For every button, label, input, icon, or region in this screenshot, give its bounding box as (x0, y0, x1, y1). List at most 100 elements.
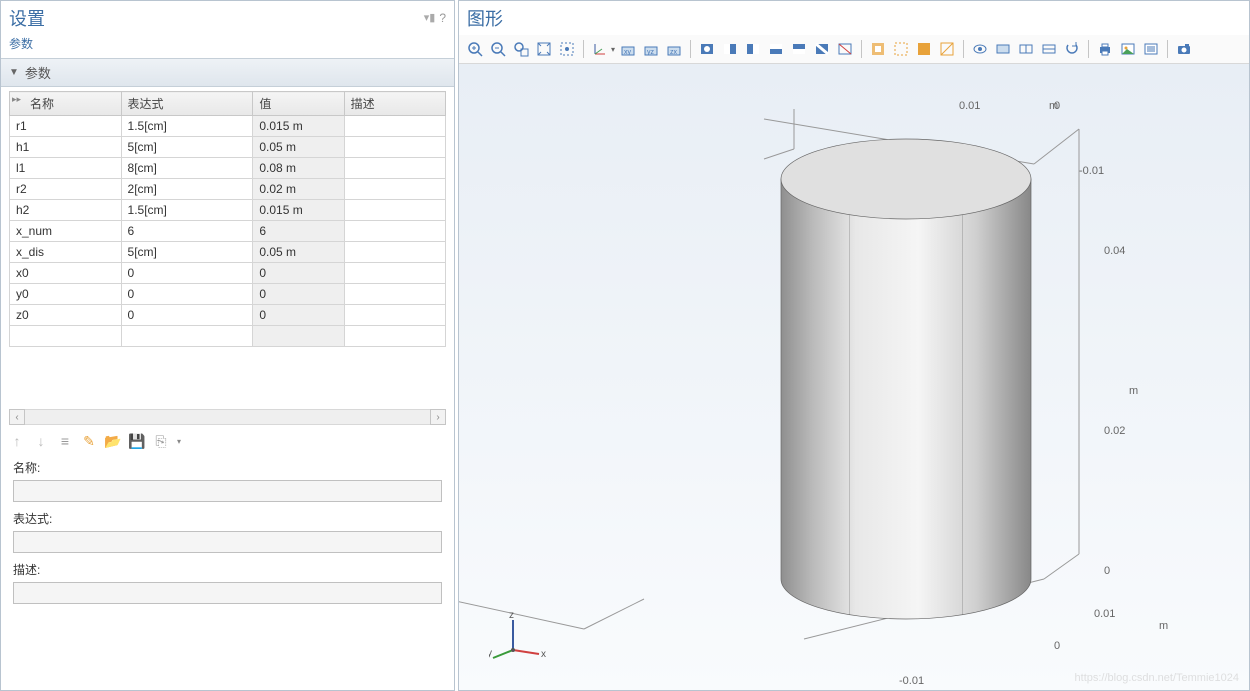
cell-expr[interactable]: 0 (121, 263, 253, 284)
table-row[interactable]: x_dis5[cm]0.05 m (10, 242, 446, 263)
cell-expr[interactable]: 0 (121, 305, 253, 326)
pin-icon[interactable]: ▾▮ (424, 11, 436, 25)
cell-name[interactable]: z0 (10, 305, 122, 326)
light1-icon[interactable] (720, 39, 740, 59)
select-none-icon[interactable] (937, 39, 957, 59)
table-row[interactable]: l18[cm]0.08 m (10, 158, 446, 179)
cell-name[interactable]: h1 (10, 137, 122, 158)
cell-val[interactable]: 0 (253, 284, 344, 305)
table-row[interactable]: h15[cm]0.05 m (10, 137, 446, 158)
scroll-right-icon[interactable]: › (430, 409, 446, 425)
zoom-box-icon[interactable] (511, 39, 531, 59)
light2-icon[interactable] (743, 39, 763, 59)
scroll-left-icon[interactable]: ‹ (9, 409, 25, 425)
zoom-extents-icon[interactable] (534, 39, 554, 59)
axis-icon[interactable] (590, 39, 610, 59)
cell-name[interactable]: x_num (10, 221, 122, 242)
field-name-input[interactable] (13, 480, 442, 502)
col-1[interactable]: 表达式 (121, 92, 253, 116)
yz-plane-icon[interactable]: yz (641, 39, 661, 59)
cell-val[interactable]: 6 (253, 221, 344, 242)
field-desc-input[interactable] (13, 582, 442, 604)
cell-desc[interactable] (344, 284, 445, 305)
cell-expr[interactable]: 1.5[cm] (121, 200, 253, 221)
light4-icon[interactable] (789, 39, 809, 59)
scene-light-icon[interactable] (697, 39, 717, 59)
table-row[interactable]: z000 (10, 305, 446, 326)
cell-desc[interactable] (344, 137, 445, 158)
view3-icon[interactable] (1016, 39, 1036, 59)
light3-icon[interactable] (766, 39, 786, 59)
cell-val[interactable]: 0.02 m (253, 179, 344, 200)
list-icon[interactable]: ≡ (57, 433, 73, 449)
table-row[interactable]: x000 (10, 263, 446, 284)
zoom-in-icon[interactable] (465, 39, 485, 59)
xy-plane-icon[interactable]: xy (618, 39, 638, 59)
cell-val[interactable]: 0.015 m (253, 116, 344, 137)
cell-desc[interactable] (344, 221, 445, 242)
cell-desc[interactable] (344, 242, 445, 263)
zoom-out-icon[interactable] (488, 39, 508, 59)
cell-expr[interactable]: 8[cm] (121, 158, 253, 179)
table-row[interactable]: r22[cm]0.02 m (10, 179, 446, 200)
zx-plane-icon[interactable]: zx (664, 39, 684, 59)
cell-val[interactable]: 0 (253, 305, 344, 326)
cell-expr[interactable]: 5[cm] (121, 137, 253, 158)
col-0[interactable]: ▸▸名称 (10, 92, 122, 116)
cell-desc[interactable] (344, 116, 445, 137)
move-down-icon[interactable]: ↓ (33, 433, 49, 449)
cell-desc[interactable] (344, 263, 445, 284)
zoom-select-icon[interactable] (557, 39, 577, 59)
cell-desc[interactable] (344, 200, 445, 221)
open-icon[interactable]: 📂 (105, 433, 121, 449)
section-header-params[interactable]: ▼ 参数 (1, 58, 454, 87)
col-2[interactable]: 值 (253, 92, 344, 116)
image2-icon[interactable] (1141, 39, 1161, 59)
cell-expr[interactable]: 6 (121, 221, 253, 242)
view-icon[interactable] (970, 39, 990, 59)
view4-icon[interactable] (1039, 39, 1059, 59)
hscroll[interactable]: ‹ › (1, 407, 454, 427)
cell-expr[interactable]: 0 (121, 284, 253, 305)
view2-icon[interactable] (993, 39, 1013, 59)
export-icon[interactable]: ⎘ (153, 433, 169, 449)
cell-expr[interactable]: 5[cm] (121, 242, 253, 263)
camera-icon[interactable] (1174, 39, 1194, 59)
table-row-empty[interactable] (10, 326, 446, 347)
cell-desc[interactable] (344, 158, 445, 179)
select-icon[interactable] (868, 39, 888, 59)
cell-name[interactable]: y0 (10, 284, 122, 305)
col-3[interactable]: 描述 (344, 92, 445, 116)
cell-expr[interactable]: 2[cm] (121, 179, 253, 200)
cell-name[interactable]: l1 (10, 158, 122, 179)
cell-val[interactable]: 0.05 m (253, 137, 344, 158)
cell-val[interactable]: 0 (253, 263, 344, 284)
cell-expr[interactable]: 1.5[cm] (121, 116, 253, 137)
table-row[interactable]: r11.5[cm]0.015 m (10, 116, 446, 137)
select-all-icon[interactable] (914, 39, 934, 59)
cell-name[interactable]: x_dis (10, 242, 122, 263)
table-row[interactable]: x_num66 (10, 221, 446, 242)
print-icon[interactable] (1095, 39, 1115, 59)
light-off-icon[interactable] (835, 39, 855, 59)
light5-icon[interactable] (812, 39, 832, 59)
table-row[interactable]: y000 (10, 284, 446, 305)
cell-desc[interactable] (344, 305, 445, 326)
scroll-track[interactable] (25, 409, 430, 425)
cell-val[interactable]: 0.08 m (253, 158, 344, 179)
cell-val[interactable]: 0.015 m (253, 200, 344, 221)
cell-name[interactable]: x0 (10, 263, 122, 284)
table-row[interactable]: h21.5[cm]0.015 m (10, 200, 446, 221)
help-icon[interactable]: ? (439, 11, 446, 25)
field-expr-input[interactable] (13, 531, 442, 553)
canvas[interactable]: 0.010m-0.010.040.020m0.010-0.01m x y z h… (459, 64, 1249, 690)
reset-icon[interactable] (1062, 39, 1082, 59)
cell-name[interactable]: r2 (10, 179, 122, 200)
image1-icon[interactable] (1118, 39, 1138, 59)
cell-val[interactable]: 0.05 m (253, 242, 344, 263)
save-icon[interactable]: 💾 (129, 433, 145, 449)
cell-desc[interactable] (344, 179, 445, 200)
cell-name[interactable]: r1 (10, 116, 122, 137)
cell-name[interactable]: h2 (10, 200, 122, 221)
select-box-icon[interactable] (891, 39, 911, 59)
